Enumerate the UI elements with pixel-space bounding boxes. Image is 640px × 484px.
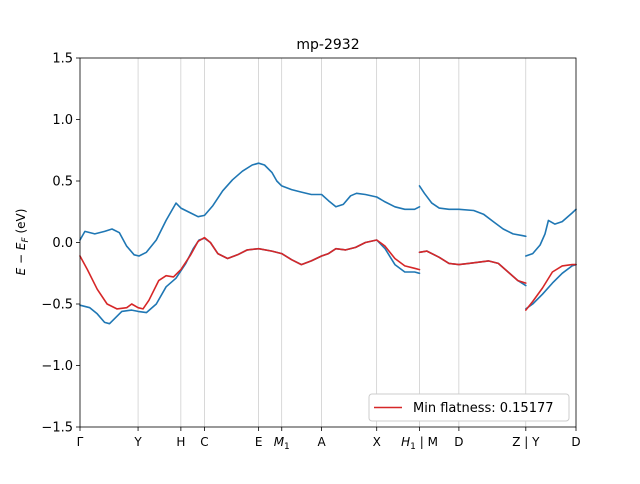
- y-tick-label: 1.5: [52, 52, 73, 67]
- x-tick-label-subscript: 1: [284, 442, 290, 452]
- x-tick-label-main: M: [274, 435, 285, 449]
- y-axis-label: E − EF (eV): [14, 209, 31, 276]
- blue-band-line: [524, 263, 577, 310]
- x-tick-label-main: Γ: [77, 435, 84, 449]
- legend-label: Min flatness: 0.15177: [413, 401, 554, 416]
- x-tick-label: M1: [274, 435, 290, 452]
- x-tick-label: Z | Y: [512, 435, 540, 449]
- y-tick-label: −0.5: [41, 298, 73, 313]
- x-tick-label-main: H: [176, 435, 185, 449]
- y-tick-label: 0.0: [52, 236, 73, 251]
- x-tick-label-tail: | M: [416, 435, 438, 449]
- y-axis-label-unit: (eV): [14, 209, 28, 238]
- x-tick-label: Y: [133, 435, 142, 449]
- blue-band-line: [418, 185, 527, 238]
- x-tick-label: H1 | M: [401, 435, 438, 452]
- red-band-line: [524, 263, 577, 311]
- x-tick-label-subscript: 1: [410, 442, 416, 452]
- x-tick-label: E: [255, 435, 263, 449]
- y-tick-label: −1.5: [41, 421, 73, 436]
- blue-band-line: [79, 162, 421, 257]
- x-tick-label-main: E: [255, 435, 263, 449]
- x-tick-label: C: [200, 435, 208, 449]
- blue-band-line: [524, 208, 577, 257]
- x-tick-label-main: Z | Y: [512, 435, 540, 449]
- y-tick-label: 0.5: [52, 175, 73, 190]
- high-symmetry-vlines: [137, 58, 527, 427]
- series-layer: [79, 162, 577, 325]
- red-band-line: [418, 250, 527, 284]
- x-tick-label: D: [571, 435, 580, 449]
- x-tick-label: A: [317, 435, 326, 449]
- y-axis-label-main: E − E: [14, 242, 28, 275]
- x-tick-label-main: A: [317, 435, 326, 449]
- x-tick-label-main: H: [401, 435, 410, 449]
- y-tick-label: −1.0: [41, 359, 73, 374]
- x-tick-label-main: X: [373, 435, 381, 449]
- x-tick-label-main: Y: [133, 435, 142, 449]
- chart-title: mp-2932: [296, 37, 359, 53]
- x-tick-label-main: D: [454, 435, 463, 449]
- y-axis-label-subscript: F: [21, 237, 31, 243]
- y-axis: −1.5 −1.0 −0.5 0.0 0.5 1.0 1.5: [41, 52, 80, 436]
- x-tick-label: D: [454, 435, 463, 449]
- y-tick-label: 1.0: [52, 113, 73, 128]
- red-band-line: [79, 236, 421, 310]
- x-tick-label: H: [176, 435, 185, 449]
- legend-box: [368, 393, 570, 422]
- x-tick-label-main: C: [200, 435, 208, 449]
- x-tick-label-main: D: [571, 435, 580, 449]
- legend: Min flatness: 0.15177: [368, 393, 570, 422]
- x-tick-label: Γ: [77, 435, 84, 449]
- x-tick-label: X: [373, 435, 381, 449]
